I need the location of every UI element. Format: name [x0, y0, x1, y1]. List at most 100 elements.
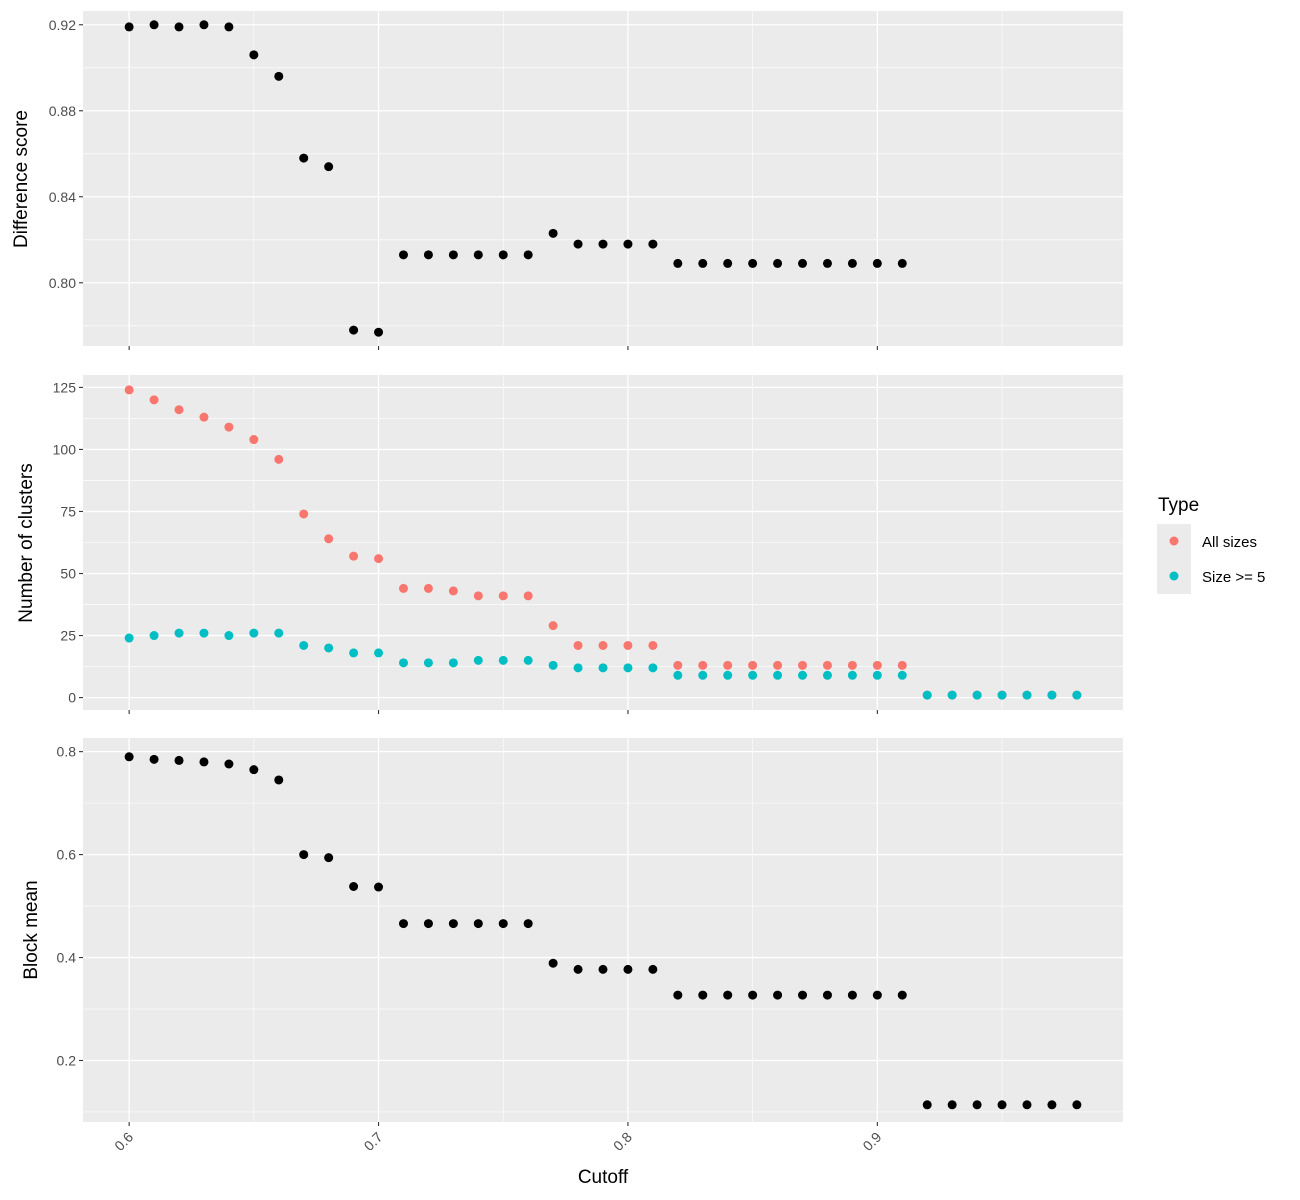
point-block-mean-12 — [423, 919, 433, 929]
point-difference-score-25 — [748, 258, 758, 268]
point-block-mean-14 — [473, 919, 483, 929]
point-all-sizes-22 — [673, 660, 683, 670]
point-size-5-14 — [473, 655, 483, 665]
point-difference-score-14 — [473, 250, 483, 260]
y-tick-label-0-6: 0.6 — [57, 847, 77, 863]
point-all-sizes-4 — [224, 422, 234, 432]
y-tick-label-0-84: 0.84 — [49, 189, 76, 205]
plot-background — [83, 11, 1123, 346]
point-size-5-19 — [598, 663, 608, 673]
point-size-5-8 — [324, 643, 334, 653]
point-size-5-38 — [1072, 690, 1082, 700]
point-all-sizes-24 — [723, 660, 733, 670]
y-tick-label-25: 25 — [60, 628, 76, 644]
point-block-mean-18 — [573, 964, 583, 974]
point-all-sizes-8 — [324, 534, 334, 544]
point-block-mean-5 — [249, 765, 259, 775]
point-size-5-23 — [698, 670, 708, 680]
point-all-sizes-25 — [748, 660, 758, 670]
y-tick-label-50: 50 — [60, 566, 76, 582]
point-all-sizes-26 — [773, 660, 783, 670]
point-size-5-32 — [922, 690, 932, 700]
point-block-mean-24 — [723, 990, 733, 1000]
point-block-mean-32 — [922, 1100, 932, 1110]
point-block-mean-33 — [947, 1100, 957, 1110]
point-all-sizes-6 — [274, 454, 284, 464]
point-size-5-17 — [548, 660, 558, 670]
point-block-mean-28 — [822, 990, 832, 1000]
y-tick-label-0-2: 0.2 — [57, 1052, 77, 1068]
point-block-mean-19 — [598, 964, 608, 974]
point-block-mean-16 — [523, 919, 533, 929]
point-block-mean-30 — [872, 990, 882, 1000]
point-all-sizes-14 — [473, 591, 483, 601]
point-all-sizes-29 — [847, 660, 857, 670]
point-all-sizes-19 — [598, 640, 608, 650]
point-all-sizes-9 — [349, 551, 359, 561]
point-difference-score-10 — [374, 327, 384, 337]
point-difference-score-2 — [174, 22, 184, 32]
y-tick-label-0-88: 0.88 — [49, 103, 76, 119]
y-tick-label-100: 100 — [53, 441, 77, 457]
point-size-5-29 — [847, 670, 857, 680]
point-size-5-11 — [398, 658, 408, 668]
point-all-sizes-30 — [872, 660, 882, 670]
point-difference-score-9 — [349, 325, 359, 335]
point-block-mean-13 — [448, 919, 458, 929]
point-block-mean-31 — [897, 990, 907, 1000]
point-block-mean-25 — [748, 990, 758, 1000]
point-size-5-5 — [249, 628, 259, 638]
point-difference-score-16 — [523, 250, 533, 260]
point-size-5-0 — [124, 633, 134, 643]
point-size-5-20 — [623, 663, 633, 673]
point-difference-score-8 — [324, 162, 334, 172]
panel-number-of-clusters: 0 25 50 75 100 125 — [53, 375, 1123, 714]
point-difference-score-1 — [149, 20, 159, 30]
point-difference-score-27 — [798, 258, 808, 268]
point-block-mean-2 — [174, 755, 184, 765]
point-size-5-22 — [673, 670, 683, 680]
x-tick-label-0-9: 0.9 — [859, 1129, 884, 1154]
point-size-5-13 — [448, 658, 458, 668]
point-difference-score-28 — [822, 258, 832, 268]
point-all-sizes-20 — [623, 640, 633, 650]
point-size-5-15 — [498, 655, 508, 665]
point-difference-score-4 — [224, 22, 234, 32]
point-difference-score-5 — [249, 50, 259, 60]
point-all-sizes-13 — [448, 586, 458, 596]
point-block-mean-15 — [498, 919, 508, 929]
legend-title: Type — [1158, 495, 1199, 516]
y-axis-title-difference-score: Difference score — [11, 110, 32, 248]
point-block-mean-10 — [374, 882, 384, 892]
point-all-sizes-15 — [498, 591, 508, 601]
point-all-sizes-27 — [798, 660, 808, 670]
point-block-mean-35 — [997, 1100, 1007, 1110]
point-all-sizes-28 — [822, 660, 832, 670]
point-difference-score-29 — [847, 258, 857, 268]
point-all-sizes-21 — [648, 640, 658, 650]
y-tick-label-0-8: 0.8 — [57, 744, 77, 760]
point-difference-score-23 — [698, 258, 708, 268]
point-size-5-35 — [997, 690, 1007, 700]
point-size-5-31 — [897, 670, 907, 680]
x-tick-label-0-8: 0.8 — [610, 1129, 635, 1154]
point-all-sizes-1 — [149, 395, 159, 405]
point-difference-score-21 — [648, 239, 658, 249]
point-all-sizes-17 — [548, 621, 558, 631]
point-block-mean-4 — [224, 759, 234, 769]
point-difference-score-20 — [623, 239, 633, 249]
point-difference-score-24 — [723, 258, 733, 268]
point-size-5-34 — [972, 690, 982, 700]
point-all-sizes-23 — [698, 660, 708, 670]
x-tick-label-0-6: 0.6 — [111, 1129, 136, 1154]
point-size-5-12 — [423, 658, 433, 668]
point-all-sizes-18 — [573, 640, 583, 650]
point-block-mean-20 — [623, 964, 633, 974]
point-all-sizes-3 — [199, 412, 209, 422]
point-difference-score-26 — [773, 258, 783, 268]
point-size-5-9 — [349, 648, 359, 658]
point-block-mean-6 — [274, 775, 284, 785]
point-all-sizes-31 — [897, 660, 907, 670]
point-difference-score-11 — [398, 250, 408, 260]
y-tick-label-125: 125 — [53, 379, 77, 395]
